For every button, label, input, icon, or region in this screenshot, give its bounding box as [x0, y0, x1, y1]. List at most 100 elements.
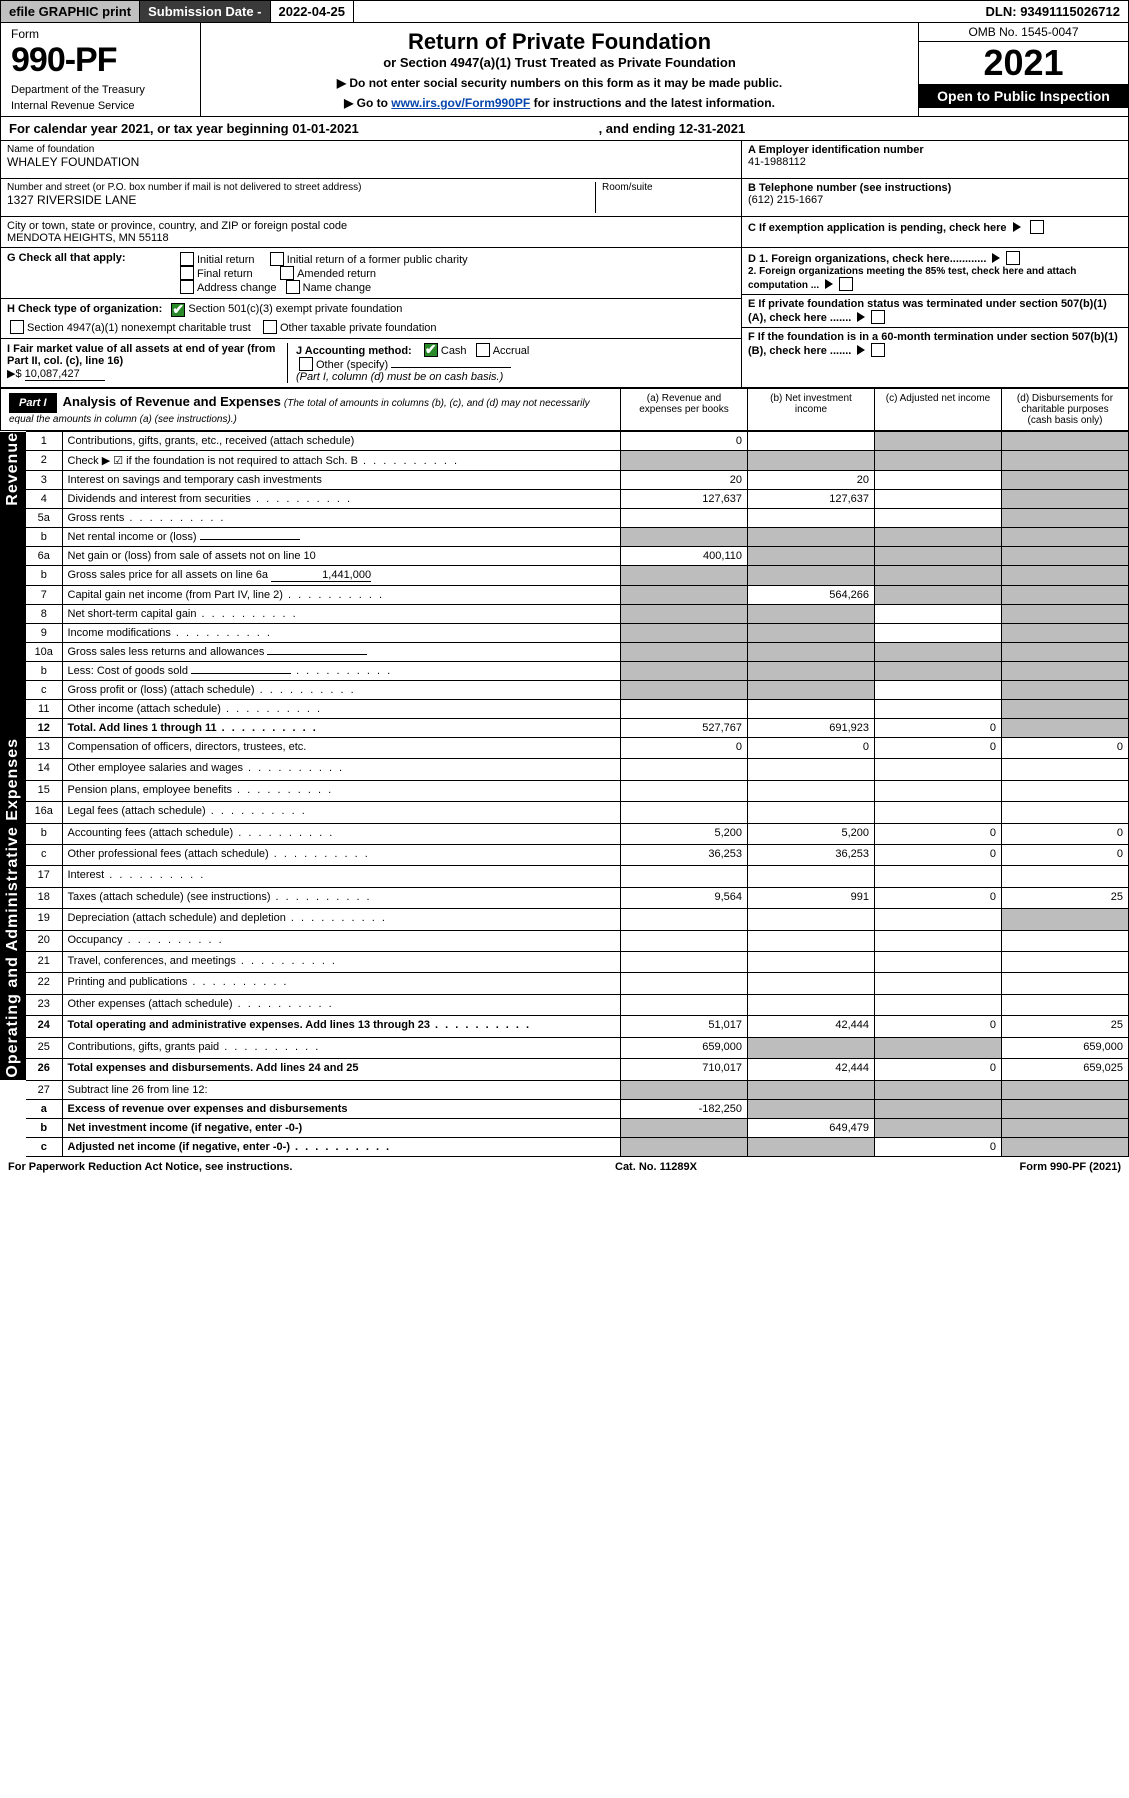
- cell-value: [748, 994, 875, 1015]
- cell-grey: [875, 662, 1002, 681]
- section-spacer: [0, 1080, 26, 1156]
- line-desc: Contributions, gifts, grants paid: [62, 1037, 621, 1058]
- cell-value: -182,250: [621, 1099, 748, 1118]
- line-number: b: [26, 528, 62, 547]
- line-desc: Depreciation (attach schedule) and deple…: [62, 909, 621, 930]
- line-number: 2: [26, 451, 62, 471]
- cell-value: 659,000: [1002, 1037, 1129, 1058]
- line-number: 3: [26, 471, 62, 490]
- d1-checkbox[interactable]: [1006, 251, 1020, 265]
- d2-checkbox[interactable]: [839, 277, 853, 291]
- cell-grey: [621, 643, 748, 662]
- cell-value: 5,200: [621, 823, 748, 844]
- cell-value: 649,479: [748, 1118, 875, 1137]
- line-desc: Total expenses and disbursements. Add li…: [62, 1059, 621, 1081]
- line-number: 25: [26, 1037, 62, 1058]
- dln: DLN: 93491115026712: [978, 1, 1128, 22]
- cell-grey: [1002, 547, 1129, 566]
- line-desc: Compensation of officers, directors, tru…: [62, 738, 621, 759]
- cell-value: [748, 802, 875, 823]
- g3-checkbox[interactable]: [180, 266, 194, 280]
- arrow-icon: [825, 279, 833, 289]
- cell-value: 0: [875, 738, 1002, 759]
- dln-lbl: DLN:: [986, 4, 1021, 19]
- cell-value: [1002, 973, 1129, 994]
- dln-val: 93491115026712: [1020, 4, 1120, 19]
- j1-checkbox[interactable]: [424, 343, 438, 357]
- cell-value: 0: [621, 432, 748, 451]
- cell-value: [621, 952, 748, 973]
- cell-value: [748, 432, 875, 451]
- cell-value: [875, 490, 1002, 509]
- cell-value: [1002, 866, 1129, 887]
- cell-grey: [875, 643, 1002, 662]
- cell-value: [875, 973, 1002, 994]
- cell-value: [1002, 930, 1129, 951]
- g2-checkbox[interactable]: [270, 252, 284, 266]
- f-checkbox[interactable]: [871, 343, 885, 357]
- line-number: 13: [26, 738, 62, 759]
- efile-label: efile GRAPHIC print: [1, 1, 140, 22]
- h3-checkbox[interactable]: [263, 320, 277, 334]
- ein-lbl: A Employer identification number: [748, 144, 1122, 156]
- cell-grey: [1002, 681, 1129, 700]
- cell-value: [875, 509, 1002, 528]
- line-number: b: [26, 566, 62, 586]
- cell-grey: [748, 566, 875, 586]
- arrow-icon: [992, 253, 1000, 263]
- h1-checkbox[interactable]: [171, 303, 185, 317]
- col-a-hdr: (a) Revenue and expenses per books: [620, 389, 747, 430]
- d2-lbl: 2. Foreign organizations meeting the 85%…: [748, 266, 1076, 291]
- cell-grey: [621, 566, 748, 586]
- line-number: 15: [26, 780, 62, 801]
- cell-value: 36,253: [748, 845, 875, 866]
- section-vlabel: Operating and Administrative Expenses: [0, 738, 26, 1081]
- line-desc: Pension plans, employee benefits: [62, 780, 621, 801]
- cell-value: [621, 700, 748, 719]
- g6-checkbox[interactable]: [286, 280, 300, 294]
- h3-lbl: Other taxable private foundation: [280, 322, 437, 334]
- cell-value: [1002, 952, 1129, 973]
- cell-value: [1002, 994, 1129, 1015]
- city-lbl: City or town, state or province, country…: [7, 220, 735, 232]
- h1-lbl: Section 501(c)(3) exempt private foundat…: [188, 303, 402, 317]
- h2-checkbox[interactable]: [10, 320, 24, 334]
- cell-grey: [1002, 586, 1129, 605]
- j3-checkbox[interactable]: [299, 357, 313, 371]
- g4-checkbox[interactable]: [280, 266, 294, 280]
- cell-grey: [1002, 566, 1129, 586]
- cell-value: [875, 681, 1002, 700]
- goto-pre: ▶ Go to: [344, 96, 391, 110]
- form-title: Return of Private Foundation: [211, 29, 908, 55]
- line-number: c: [26, 681, 62, 700]
- line-number: 14: [26, 759, 62, 780]
- g5-checkbox[interactable]: [180, 280, 194, 294]
- line-desc: Other income (attach schedule): [62, 700, 621, 719]
- cell-grey: [875, 1080, 1002, 1099]
- g1-checkbox[interactable]: [180, 252, 194, 266]
- line-number: b: [26, 1118, 62, 1137]
- form-subtitle: or Section 4947(a)(1) Trust Treated as P…: [211, 55, 908, 70]
- d1-lbl: D 1. Foreign organizations, check here..…: [748, 253, 986, 265]
- form-link[interactable]: www.irs.gov/Form990PF: [391, 96, 530, 110]
- cell-grey: [1002, 451, 1129, 471]
- c-checkbox[interactable]: [1030, 220, 1044, 234]
- cell-grey: [875, 586, 1002, 605]
- cell-grey: [1002, 909, 1129, 930]
- col-c-hdr: (c) Adjusted net income: [874, 389, 1001, 430]
- line-desc: Interest on savings and temporary cash i…: [62, 471, 621, 490]
- submission-date: 2022-04-25: [271, 1, 355, 22]
- e-checkbox[interactable]: [871, 310, 885, 324]
- cell-grey: [748, 624, 875, 643]
- goto-post: for instructions and the latest informat…: [530, 96, 775, 110]
- line-number: 24: [26, 1016, 62, 1037]
- line-number: 9: [26, 624, 62, 643]
- cell-value: [621, 802, 748, 823]
- cell-value: 564,266: [748, 586, 875, 605]
- line-number: 1: [26, 432, 62, 451]
- cell-grey: [621, 624, 748, 643]
- city: MENDOTA HEIGHTS, MN 55118: [7, 232, 735, 244]
- line-desc: Taxes (attach schedule) (see instruction…: [62, 887, 621, 908]
- cell-grey: [875, 547, 1002, 566]
- j2-checkbox[interactable]: [476, 343, 490, 357]
